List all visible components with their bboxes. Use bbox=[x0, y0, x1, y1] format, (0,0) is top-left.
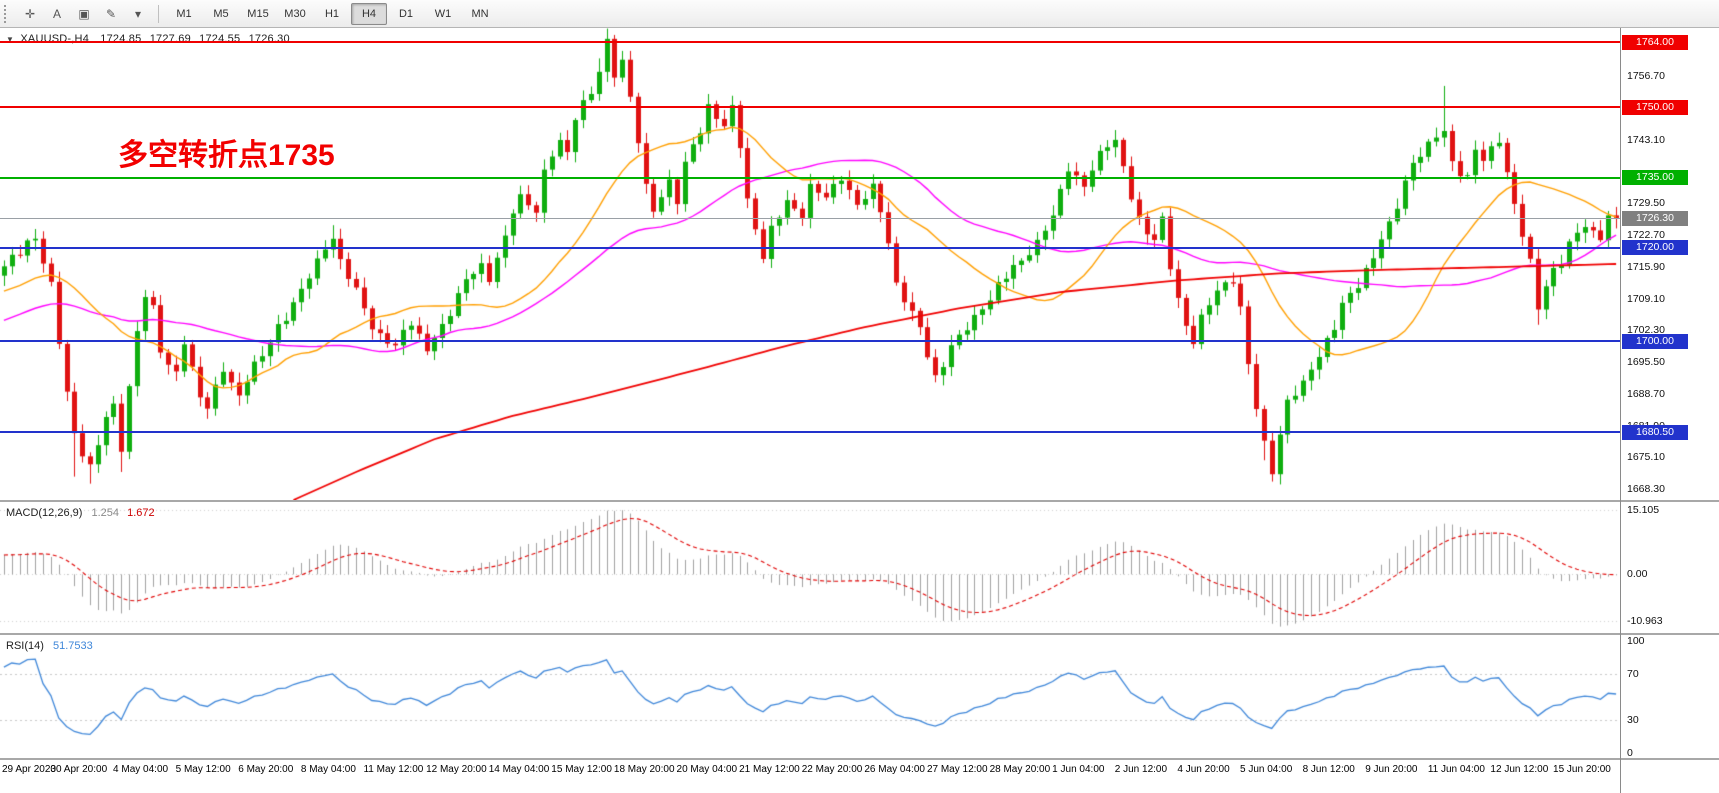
price-axis-tick: 1675.10 bbox=[1627, 451, 1665, 464]
macd-main-value: 1.254 bbox=[91, 507, 120, 519]
price-axis-tick: 1743.10 bbox=[1627, 133, 1665, 146]
rsi-name: RSI(14) bbox=[6, 640, 44, 652]
main-chart-canvas[interactable] bbox=[0, 28, 1620, 500]
time-axis-label: 12 Jun 12:00 bbox=[1490, 764, 1549, 775]
time-axis-label: 11 Jun 04:00 bbox=[1427, 764, 1485, 775]
time-axis-label: 20 May 04:00 bbox=[676, 764, 738, 775]
symbol-ohlc-bar: ▼ XAUUSD-,H4 1724.85 1727.69 1724.55 172… bbox=[6, 33, 290, 45]
time-axis-label: 15 Jun 20:00 bbox=[1553, 764, 1611, 775]
price-axis-tick: 1695.50 bbox=[1627, 356, 1665, 369]
price-axis-badge: 1735.00 bbox=[1622, 170, 1688, 186]
price-axis-badge: 1700.00 bbox=[1622, 333, 1688, 349]
timeframe-button-mn[interactable]: MN bbox=[471, 7, 489, 20]
macd-name: MACD(12,26,9) bbox=[6, 507, 83, 519]
timeframe-button-h1[interactable]: H1 bbox=[324, 7, 340, 20]
time-axis-label: 15 May 12:00 bbox=[551, 764, 612, 775]
time-axis-label: 30 Apr 20:00 bbox=[50, 764, 108, 775]
ohlc-high: 1727.69 bbox=[149, 33, 191, 45]
rsi-axis-tick: 100 bbox=[1627, 634, 1645, 647]
ohlc-low: 1724.55 bbox=[199, 33, 241, 45]
time-axis-label: 8 May 04:00 bbox=[300, 764, 356, 775]
toolbar: ✛ A ▣ ✎ ▾ M1 M5 M15 M30 H1 H4 D1 W1 MN bbox=[0, 0, 1719, 28]
price-axis-tick: 1681.90 bbox=[1627, 419, 1665, 432]
price-axis-border bbox=[1620, 28, 1621, 793]
rsi-value: 51.7533 bbox=[52, 640, 93, 652]
time-axis-label: 4 May 04:00 bbox=[113, 764, 169, 775]
time-axis-label: 1 Jun 04:00 bbox=[1052, 764, 1105, 775]
ohlc-open: 1724.85 bbox=[100, 33, 142, 45]
price-axis-tick: 1709.10 bbox=[1627, 292, 1665, 305]
time-axis-label: 21 May 12:00 bbox=[739, 764, 800, 775]
price-axis-badge: 1680.50 bbox=[1622, 424, 1688, 440]
rsi-panel-canvas[interactable] bbox=[0, 636, 1620, 758]
macd-indicator-label: MACD(12,26,9) 1.254 1.672 bbox=[6, 507, 155, 519]
time-axis-label: 26 May 04:00 bbox=[864, 764, 925, 775]
price-axis-badge: 1726.30 bbox=[1622, 210, 1688, 226]
time-axis-label: 2 Jun 12:00 bbox=[1114, 764, 1168, 775]
text-frame-icon[interactable]: ▣ bbox=[78, 6, 90, 21]
time-axis-label: 5 May 12:00 bbox=[175, 764, 231, 775]
toolbar-separator bbox=[158, 4, 159, 23]
rsi-indicator-label: RSI(14) 51.7533 bbox=[6, 640, 93, 652]
price-axis-tick: 1715.90 bbox=[1627, 260, 1665, 273]
time-axis-label: 12 May 20:00 bbox=[426, 764, 487, 775]
symbol-name: XAUUSD-,H4 bbox=[20, 33, 90, 45]
price-axis-badge: 1750.00 bbox=[1622, 99, 1688, 115]
time-axis-label: 29 Apr 2020 bbox=[2, 764, 56, 775]
macd-signal-value: 1.672 bbox=[127, 507, 155, 519]
macd-axis-tick: -10.963 bbox=[1627, 614, 1663, 627]
draw-menu-chevron-icon[interactable]: ▾ bbox=[134, 6, 142, 21]
price-axis-tick: 1668.30 bbox=[1627, 483, 1665, 496]
timeframe-button-m15[interactable]: M15 bbox=[247, 7, 269, 20]
price-axis-badge: 1720.00 bbox=[1622, 240, 1688, 256]
price-axis-badge: 1764.00 bbox=[1622, 34, 1688, 50]
macd-axis-tick: 15.105 bbox=[1627, 504, 1660, 517]
timeframe-button-m1[interactable]: M1 bbox=[176, 7, 192, 20]
symbol-marker-icon: ▼ bbox=[6, 35, 15, 44]
time-axis-label: 22 May 20:00 bbox=[801, 764, 863, 775]
price-axis-tick: 1688.70 bbox=[1627, 387, 1665, 400]
price-axis-tick: 1722.70 bbox=[1627, 229, 1665, 242]
time-axis-label: 5 Jun 04:00 bbox=[1240, 764, 1293, 775]
panel-splitter[interactable] bbox=[0, 500, 1719, 502]
time-axis-label: 9 Jun 20:00 bbox=[1365, 764, 1418, 775]
text-label-icon[interactable]: A bbox=[52, 6, 61, 21]
panel-splitter[interactable] bbox=[0, 758, 1719, 760]
timeframe-button-w1[interactable]: W1 bbox=[434, 7, 452, 20]
timeframe-button-h4[interactable]: H4 bbox=[351, 2, 387, 25]
drawing-tools-group: ✛ A ▣ ✎ ▾ bbox=[17, 3, 151, 25]
price-axis-tick: 1702.30 bbox=[1627, 324, 1665, 337]
time-axis-label: 27 May 12:00 bbox=[926, 764, 988, 775]
timeframe-button-m30[interactable]: M30 bbox=[284, 7, 306, 20]
macd-panel-canvas[interactable] bbox=[0, 503, 1620, 633]
panel-splitter[interactable] bbox=[0, 633, 1719, 635]
rsi-axis-tick: 30 bbox=[1627, 713, 1639, 726]
macd-axis-tick: 0.00 bbox=[1627, 568, 1648, 581]
ohlc-close: 1726.30 bbox=[248, 33, 290, 45]
timeframe-button-m5[interactable]: M5 bbox=[213, 7, 229, 20]
price-axis-tick: 1756.70 bbox=[1627, 70, 1665, 83]
time-axis-label: 6 May 20:00 bbox=[238, 764, 294, 775]
time-axis-label: 8 Jun 12:00 bbox=[1302, 764, 1355, 775]
draw-icon[interactable]: ✎ bbox=[105, 6, 117, 21]
chart-annotation-text[interactable]: 多空转折点1735 bbox=[118, 139, 335, 172]
crosshair-icon[interactable]: ✛ bbox=[24, 6, 36, 21]
rsi-axis-tick: 70 bbox=[1627, 668, 1639, 681]
time-axis-label: 28 May 20:00 bbox=[989, 764, 1051, 775]
price-axis-tick: 1729.50 bbox=[1627, 197, 1665, 210]
timeframe-button-d1[interactable]: D1 bbox=[398, 7, 414, 20]
time-axis-label: 18 May 20:00 bbox=[613, 764, 675, 775]
time-axis-label: 11 May 12:00 bbox=[363, 764, 424, 775]
timeframe-group: M1 M5 M15 M30 H1 H4 D1 W1 MN bbox=[166, 2, 498, 25]
toolbar-grip[interactable] bbox=[4, 4, 11, 23]
time-axis-label: 4 Jun 20:00 bbox=[1177, 764, 1230, 775]
time-axis-label: 14 May 04:00 bbox=[488, 764, 550, 775]
